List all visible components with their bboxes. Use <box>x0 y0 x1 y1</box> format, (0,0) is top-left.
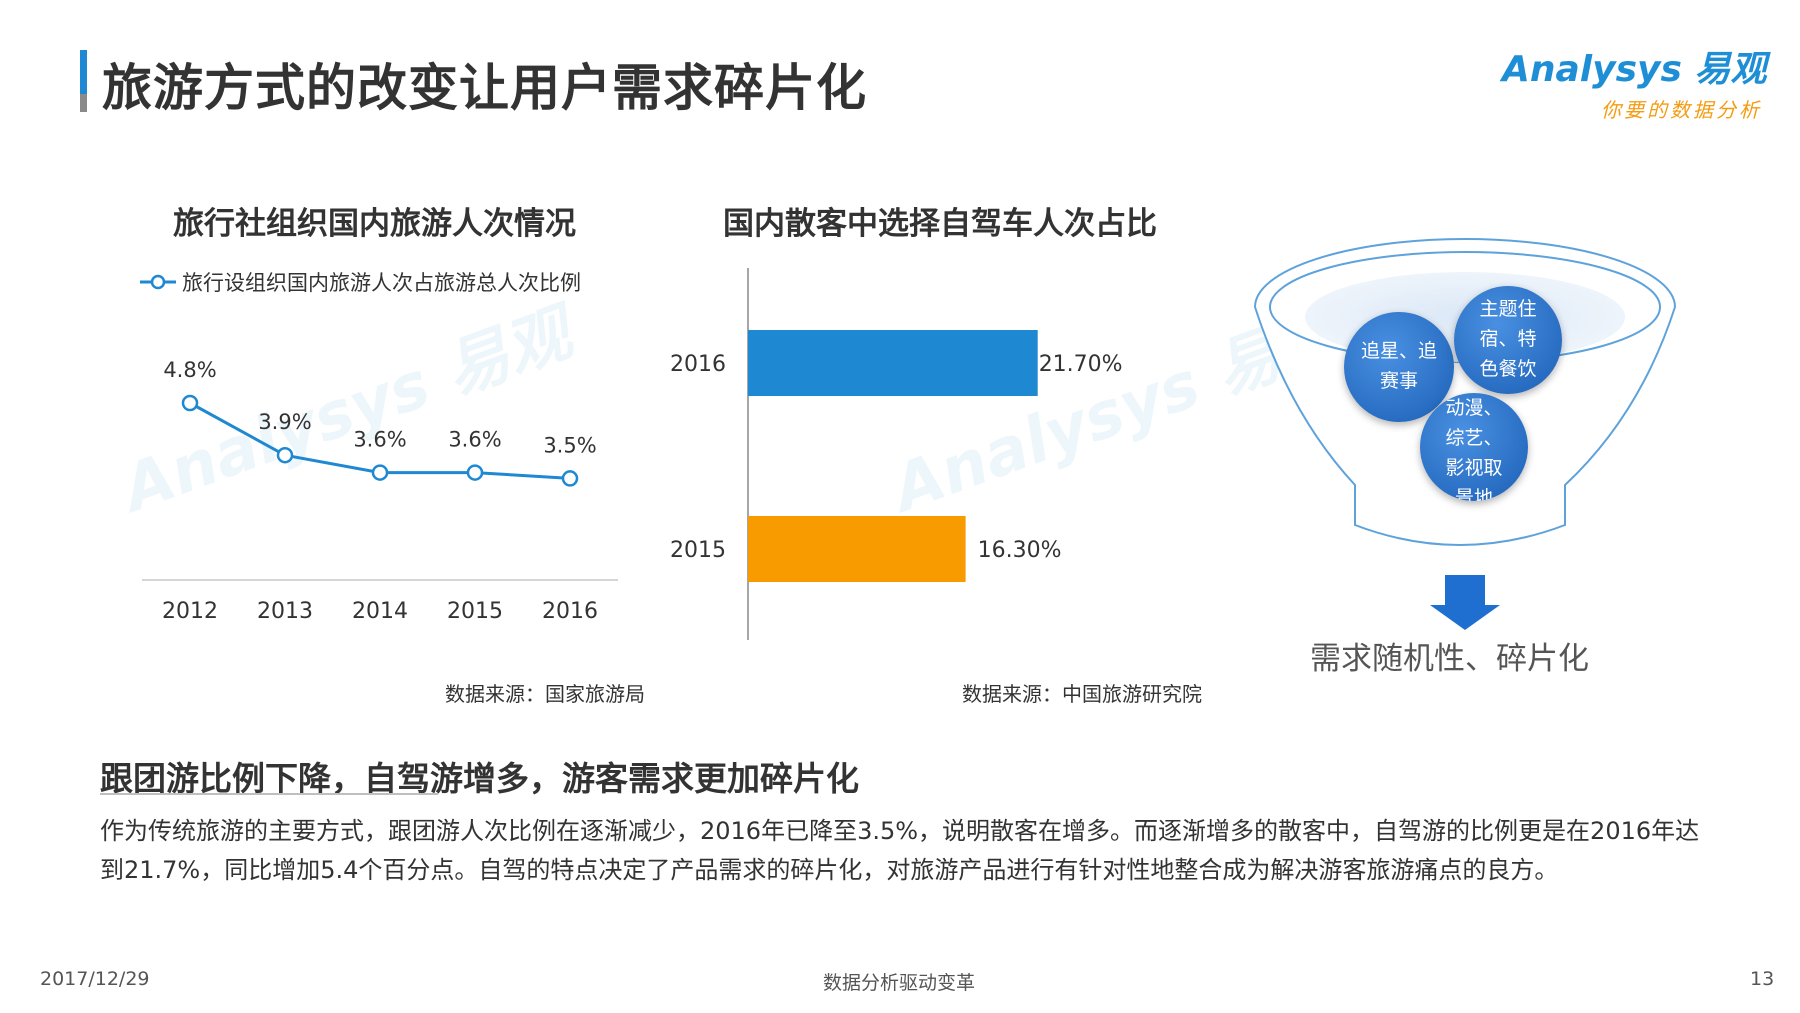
y-tick-label: 2015 <box>670 538 726 563</box>
down-arrow-shaft <box>1445 575 1485 607</box>
data-label: 3.6% <box>353 428 406 452</box>
footer-tagline: 数据分析驱动变革 <box>823 972 976 994</box>
footer-date: 2017/12/29 <box>40 968 150 990</box>
logo-slogan: 你要的数据分析 <box>1601 98 1762 122</box>
left-chart-source: 数据来源：国家旅游局 <box>445 682 645 706</box>
funnel-diagram <box>1253 238 1677 630</box>
x-tick-label: 2015 <box>447 599 503 624</box>
data-point <box>276 446 294 464</box>
bubble-label: 主题住宿、特色餐饮 <box>1479 298 1537 380</box>
left-chart-title: 旅行社组织国内旅游人次情况 <box>173 206 576 242</box>
data-point <box>466 464 484 481</box>
right-chart-title: 国内散客中选择自驾车人次占比 <box>723 206 1157 242</box>
right-chart-source: 数据来源：中国旅游研究院 <box>962 682 1202 706</box>
x-tick-label: 2016 <box>542 599 598 624</box>
title-accent-bar <box>80 50 87 112</box>
summary-title: 跟团游比例下降，自驾游增多，游客需求更加碎片化 <box>100 759 859 798</box>
data-label: 4.8% <box>163 358 216 382</box>
data-label: 3.9% <box>258 410 311 434</box>
funnel-bubble-anime: 动漫、综艺、影视取景地 <box>1420 393 1528 501</box>
bar <box>748 330 1038 396</box>
page-title: 旅游方式的改变让用户需求碎片化 <box>102 59 867 117</box>
data-label: 16.30% <box>978 538 1062 563</box>
funnel-result-label: 需求随机性、碎片化 <box>1310 641 1589 677</box>
data-point <box>371 464 389 481</box>
funnel-bubble-stars: 追星、追赛事 <box>1344 312 1454 422</box>
data-label: 21.70% <box>1039 352 1123 377</box>
line-chart: 旅行设组织国内旅游人次占旅游总人次比例 4.8% 2012 3.9% 2013 3.6% 2… <box>140 271 618 624</box>
x-tick-label: 2012 <box>162 599 218 624</box>
legend-point-marker <box>150 274 166 290</box>
x-tick-label: 2014 <box>352 599 408 624</box>
logo-main-text: Analysys 易观 <box>1502 49 1767 90</box>
summary-underline <box>100 793 438 795</box>
summary-text: 作为传统旅游的主要方式，跟团游人次比例在逐渐减少，2016年已降至3.5%，说明… <box>100 817 1700 884</box>
bubble-label: 追星、追赛事 <box>1360 340 1437 392</box>
bar <box>748 516 966 582</box>
analysys-logo: Analysys 易观 你要的数据分析 <box>1502 40 1767 122</box>
bubble-label: 动漫、综艺、影视取景地 <box>1445 397 1503 501</box>
down-arrow-head <box>1430 605 1500 630</box>
page-number: 13 <box>1750 968 1775 990</box>
bar-chart: 2016 21.70% 2015 16.30% <box>670 268 1123 640</box>
data-label: 3.6% <box>448 428 501 452</box>
y-tick-label: 2016 <box>670 352 726 377</box>
data-point <box>181 394 199 412</box>
funnel-bubble-lodging: 主题住宿、特色餐饮 <box>1454 286 1562 394</box>
data-label: 3.5% <box>543 433 596 457</box>
x-tick-label: 2013 <box>257 599 313 624</box>
data-point <box>561 470 579 487</box>
legend-label: 旅行设组织国内旅游人次占旅游总人次比例 <box>182 271 581 295</box>
